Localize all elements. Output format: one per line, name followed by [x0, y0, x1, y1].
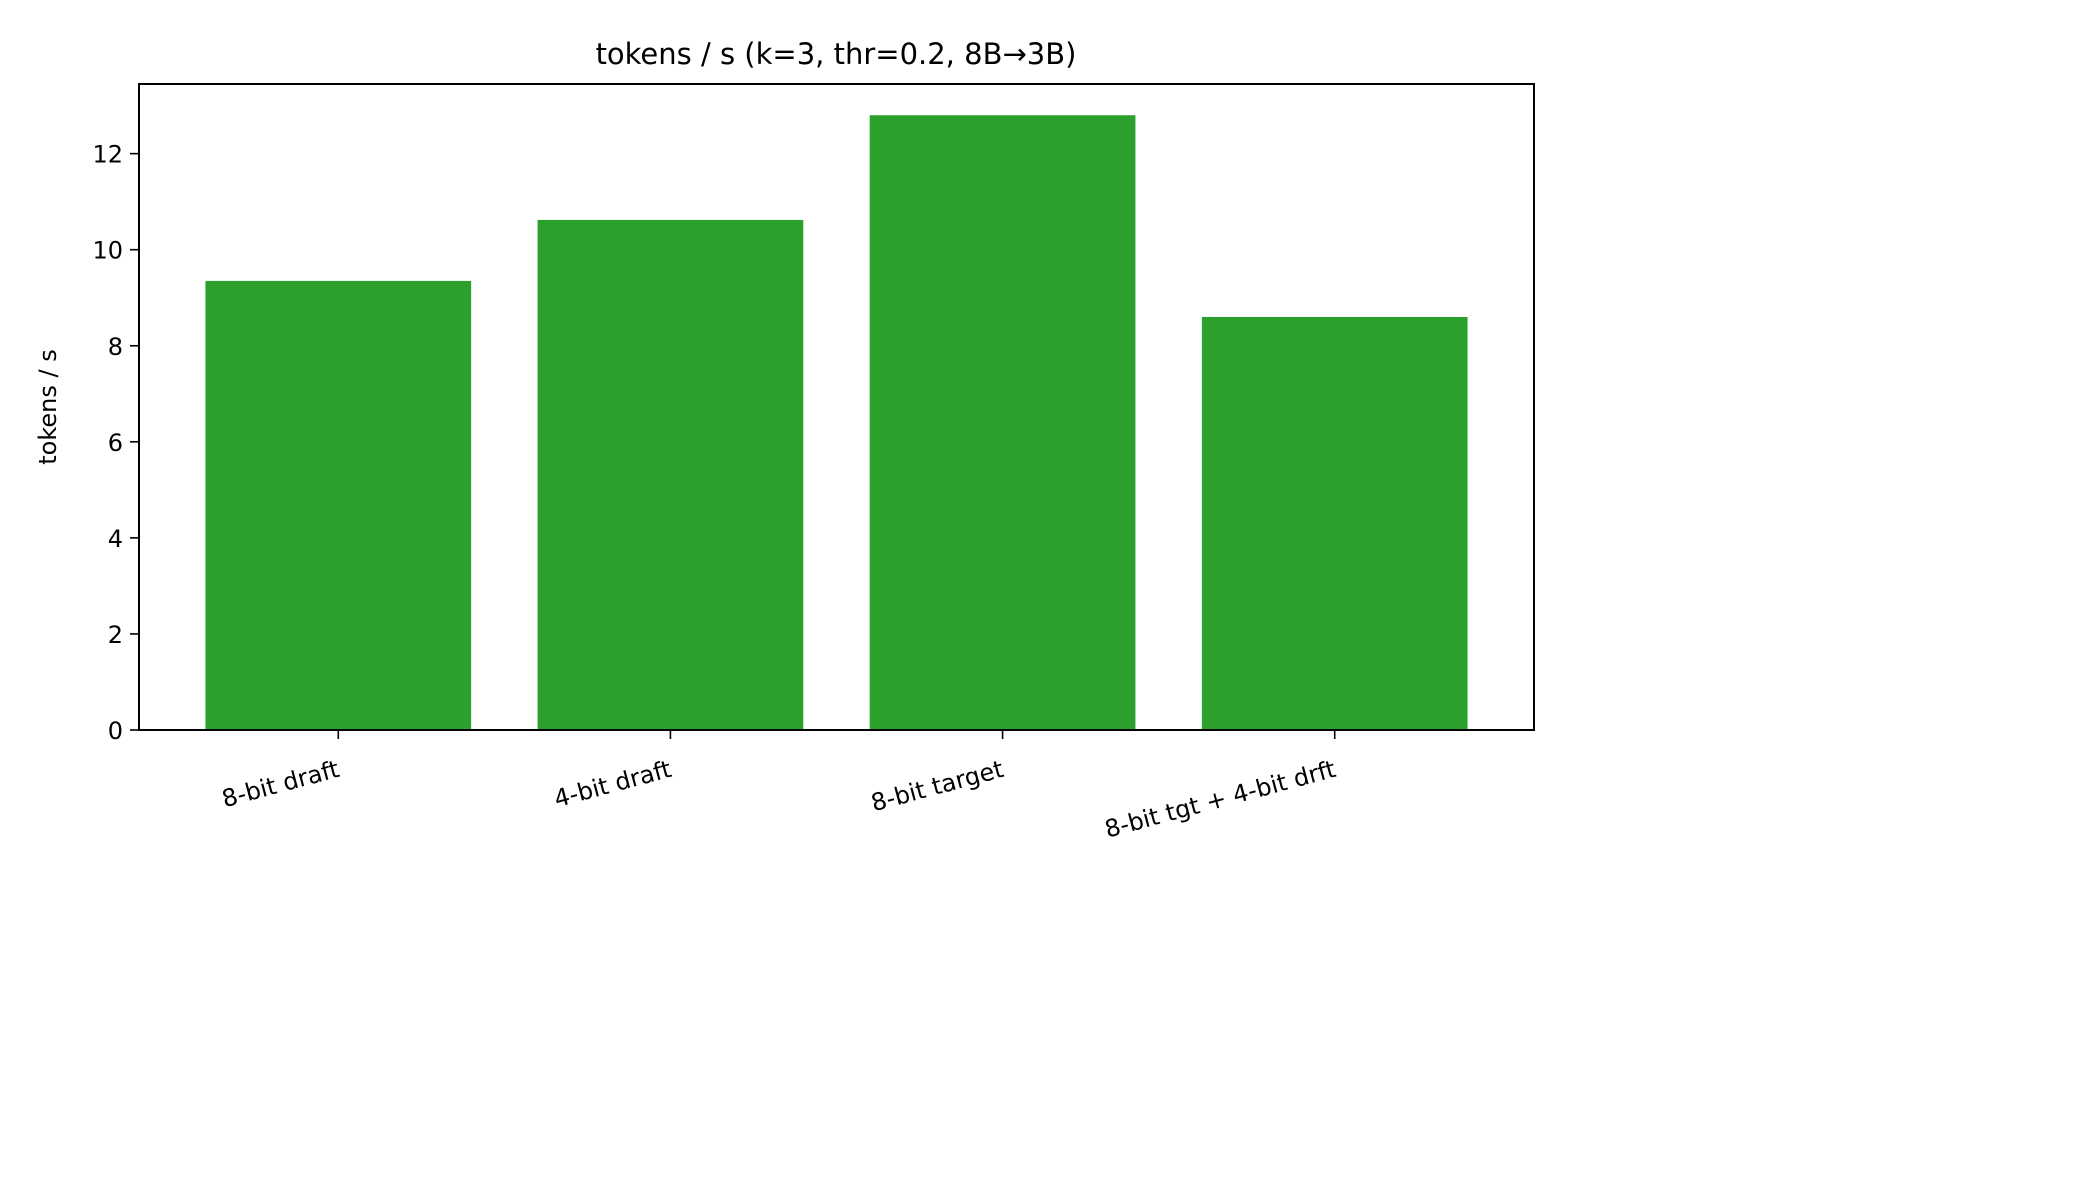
bars: [205, 115, 1468, 730]
bar-2: [869, 115, 1136, 730]
bar-chart: tokens / s (k=3, thr=0.2, 8B→3B) 0 2 4 6 8 10…: [34, 37, 1535, 844]
bar-1: [537, 219, 804, 730]
y-tick-label-6: 12: [92, 141, 123, 169]
y-axis: 0 2 4 6 8 10 12: [92, 141, 139, 745]
y-tick-label-5: 10: [92, 237, 123, 265]
y-tick-label-1: 2: [108, 621, 123, 649]
plot-frame: [138, 83, 1535, 731]
y-tick-label-4: 8: [108, 333, 123, 361]
y-tick-label-3: 6: [108, 429, 123, 457]
y-tick-label-0: 0: [108, 717, 123, 745]
bar-3: [1201, 316, 1468, 730]
y-tick-label-2: 4: [108, 525, 123, 553]
chart-title: tokens / s (k=3, thr=0.2, 8B→3B): [596, 37, 1077, 71]
bar-0: [205, 280, 472, 730]
y-axis-label: tokens / s: [34, 349, 62, 464]
